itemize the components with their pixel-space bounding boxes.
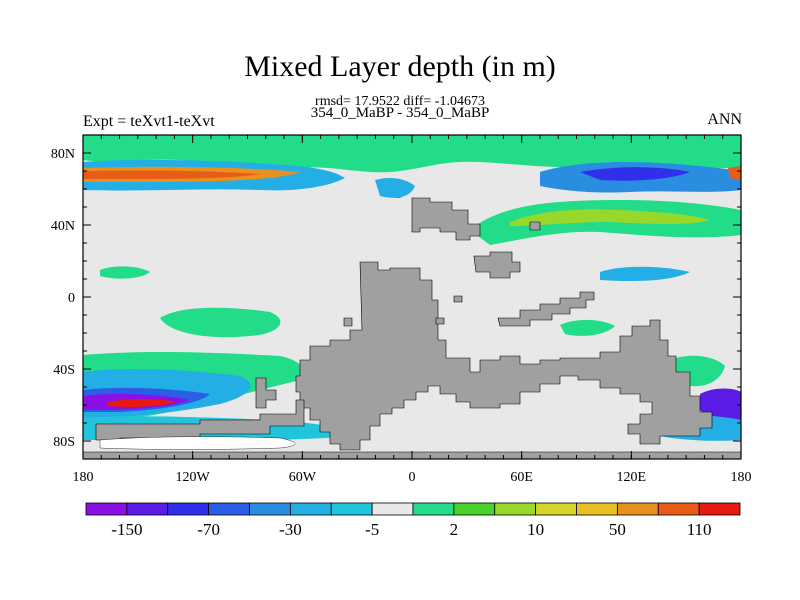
tropic-blob-3 [100,266,150,279]
east-red-edge [728,166,741,180]
colorbar-label: 110 [687,520,712,539]
lon-tick-label: 60E [510,470,533,485]
colorbar-label: -70 [197,520,220,539]
latitude-axis: 80N 40N 0 40S 80S [51,134,741,460]
colorbar-swatch [330,502,373,516]
lon-tick-label: 0 [409,470,416,485]
southern-red-core [108,399,176,407]
north-pacific-core [510,209,710,226]
lon-tick-label: 180 [73,470,94,485]
colorbar [85,502,741,516]
colorbar-swatch [249,502,291,516]
lon-tick-label: 120E [617,470,647,485]
lon-tick-label: 60W [289,470,317,485]
tropic-blob-2 [560,319,615,336]
colorbar-swatch [616,502,659,516]
lat-tick-label: 0 [68,291,75,306]
plot-title: Mixed Layer depth (in m) [244,50,556,83]
map-field [83,135,741,459]
atlantic-blue-patch [375,178,415,198]
colorbar-swatch [126,502,169,516]
stats-subtitle: rmsd= 17.9522 diff= -1.04673 [315,94,485,109]
colorbar-swatch [208,502,250,516]
colorbar-swatch [494,502,537,516]
lat-tick-label: 40S [53,363,75,378]
lat-tick-label: 40N [51,219,75,234]
land-africa-europe [295,261,713,451]
polar-white-patch [99,436,296,450]
colorbar-label: 50 [609,520,626,539]
north-pacific-band [470,200,741,245]
colorbar-swatch [85,502,128,516]
longitude-axis: 180 120W 60W 0 60E 120E 180 [73,135,752,485]
lat-tick-label: 80S [53,435,75,450]
tropic-blob-1 [160,307,281,338]
land-south-chile [255,377,277,409]
land-north-1 [411,197,481,241]
colorbar-swatch [576,502,618,516]
colorbar-swatch [535,502,577,516]
land-island-3 [435,317,445,325]
case-subtitle: 354_0_MaBP - 354_0_MaBP [310,105,490,121]
land-island-2 [453,295,463,303]
colorbar-label: 10 [527,520,544,539]
colorbar-swatch [167,502,210,516]
season-label: ANN [707,111,742,128]
colorbar-label: 2 [450,520,459,539]
colorbar-swatch [453,502,496,516]
experiment-label: Expt = teXvt1-teXvt [83,113,215,130]
lon-tick-label: 180 [731,470,752,485]
colorbar-swatch [371,502,414,516]
colorbar-swatch [657,502,700,516]
colorbar-label: -30 [279,520,302,539]
tropic-blob-4 [600,266,690,282]
colorbar-labels: -150 -70 -30 -5 2 10 50 110 [111,520,711,539]
land-east-asia [473,251,521,279]
colorbar-label: -150 [111,520,142,539]
lat-tick-label: 80N [51,147,75,162]
colorbar-label: -5 [365,520,379,539]
colorbar-swatch [412,502,455,516]
north-high-band-peak [83,170,260,179]
colorbar-swatch [698,502,741,516]
northeast-blue-core [580,167,690,181]
land-island-1 [343,317,353,327]
lon-tick-label: 120W [176,470,211,485]
land-maritime [497,291,595,327]
land-island-4 [529,221,541,231]
colorbar-swatch [289,502,332,516]
